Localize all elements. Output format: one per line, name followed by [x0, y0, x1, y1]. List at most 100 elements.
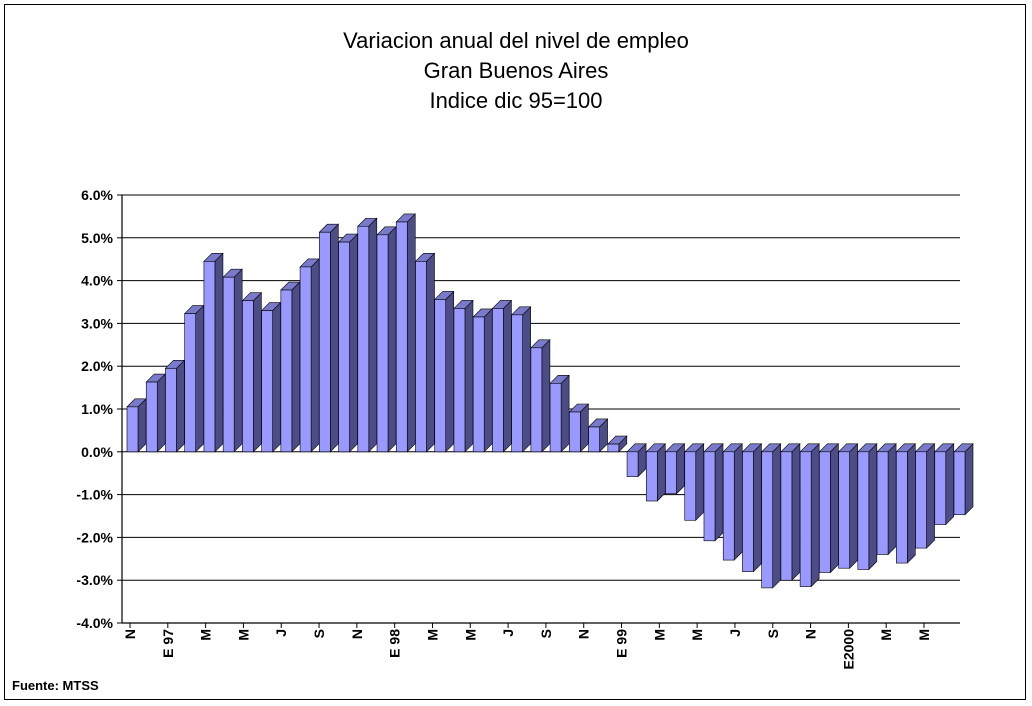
bar — [953, 443, 974, 516]
bar-side — [926, 443, 935, 549]
bar — [722, 443, 743, 561]
bar — [453, 299, 474, 453]
bar-side — [349, 233, 358, 453]
bar — [145, 373, 166, 453]
x-tick-label: S — [765, 629, 781, 638]
bar-front — [645, 451, 658, 502]
bar-side — [156, 373, 166, 453]
bar-side — [656, 443, 666, 502]
bar-side — [733, 443, 743, 561]
x-tick-label: M — [878, 629, 894, 641]
bar-front — [934, 451, 947, 525]
bar-side — [291, 281, 301, 453]
bar-side — [676, 443, 685, 495]
bar — [876, 443, 897, 556]
y-tick-labels: 6.0% 5.0% 4.0% 3.0% 2.0% 1.0% 0.0% -1.0% -2.0% -3… — [76, 187, 113, 631]
x-tick-label: E 97 — [160, 629, 176, 658]
source-note: Fuente: MTSS — [12, 678, 99, 693]
bar — [260, 301, 282, 453]
bar — [549, 374, 570, 453]
bar-front — [222, 276, 235, 453]
bar-front — [376, 234, 389, 453]
bar — [472, 308, 493, 453]
bar-side — [964, 443, 974, 516]
bar-front — [530, 347, 543, 453]
bar-front — [184, 313, 196, 453]
bar-front — [453, 308, 466, 453]
x-tick-label: E2000 — [840, 629, 856, 670]
y-tick-label: 1.0% — [81, 401, 113, 417]
bar-front — [953, 451, 966, 516]
bar — [203, 252, 224, 453]
bar-side — [368, 217, 378, 453]
bar-front — [780, 451, 793, 581]
bar-side — [406, 213, 416, 453]
y-tick-label: 5.0% — [81, 230, 113, 246]
bar-front — [665, 451, 677, 495]
bar — [164, 359, 186, 453]
bar-side — [426, 252, 435, 453]
bar-front — [549, 383, 562, 453]
bar-side — [464, 299, 474, 453]
x-tick-label: M — [198, 629, 214, 641]
bar — [607, 435, 628, 453]
bar — [280, 281, 301, 453]
bar — [818, 443, 840, 574]
x-tick-label: S — [311, 629, 327, 638]
bar-front — [126, 406, 139, 453]
bar — [645, 443, 667, 502]
bar-front — [607, 443, 620, 453]
bar-front — [357, 225, 370, 453]
bar-front — [876, 451, 889, 555]
bar-front — [722, 451, 735, 561]
bar — [376, 226, 397, 453]
bar-side — [330, 223, 339, 453]
bar-front — [838, 451, 850, 569]
bar-front — [742, 451, 754, 572]
bar-front — [434, 299, 447, 453]
bar-front — [395, 221, 408, 453]
bar — [914, 443, 936, 549]
bar-front — [145, 381, 158, 453]
bar-front — [626, 451, 639, 477]
bar-side — [195, 304, 204, 453]
x-tick-label: M — [462, 629, 478, 641]
x-tick-label: J — [727, 629, 743, 637]
bar-side — [272, 301, 281, 453]
bar-side — [868, 443, 878, 571]
bar-front — [896, 451, 908, 564]
bar — [357, 217, 378, 453]
x-tick-label: M — [689, 629, 705, 641]
bar — [934, 443, 955, 526]
bar-front — [338, 241, 350, 453]
x-tick-label: E 99 — [614, 629, 630, 658]
y-tick-label: -2.0% — [76, 529, 113, 545]
x-tick-label: M — [651, 629, 667, 641]
y-tick-label: 2.0% — [81, 358, 113, 374]
bar-side — [387, 226, 397, 453]
bar-front — [203, 261, 216, 453]
bar-front — [511, 314, 523, 453]
bar — [587, 418, 609, 453]
bar — [433, 290, 455, 453]
y-tick-label: -1.0% — [76, 487, 113, 503]
x-tick-label: S — [538, 629, 554, 638]
chart-title-block: Variacion anual del nivel de empleo Gran… — [0, 26, 1032, 116]
bar-side — [849, 443, 858, 569]
y-tick-label: 0.0% — [81, 444, 113, 460]
bar-side — [887, 443, 897, 556]
bar-front — [684, 451, 697, 521]
bar-side — [137, 398, 147, 453]
bar-front — [261, 310, 273, 453]
bar-side — [907, 443, 916, 564]
bar-side — [945, 443, 955, 526]
bar-side — [503, 299, 512, 453]
x-tick-label: J — [273, 629, 289, 637]
bars — [126, 213, 974, 589]
bar-front — [299, 266, 312, 453]
bar-side — [830, 443, 839, 574]
bar — [837, 443, 859, 569]
bar — [664, 443, 686, 495]
bar-side — [541, 339, 551, 453]
chart-subtitle-region: Gran Buenos Aires — [423, 58, 609, 83]
